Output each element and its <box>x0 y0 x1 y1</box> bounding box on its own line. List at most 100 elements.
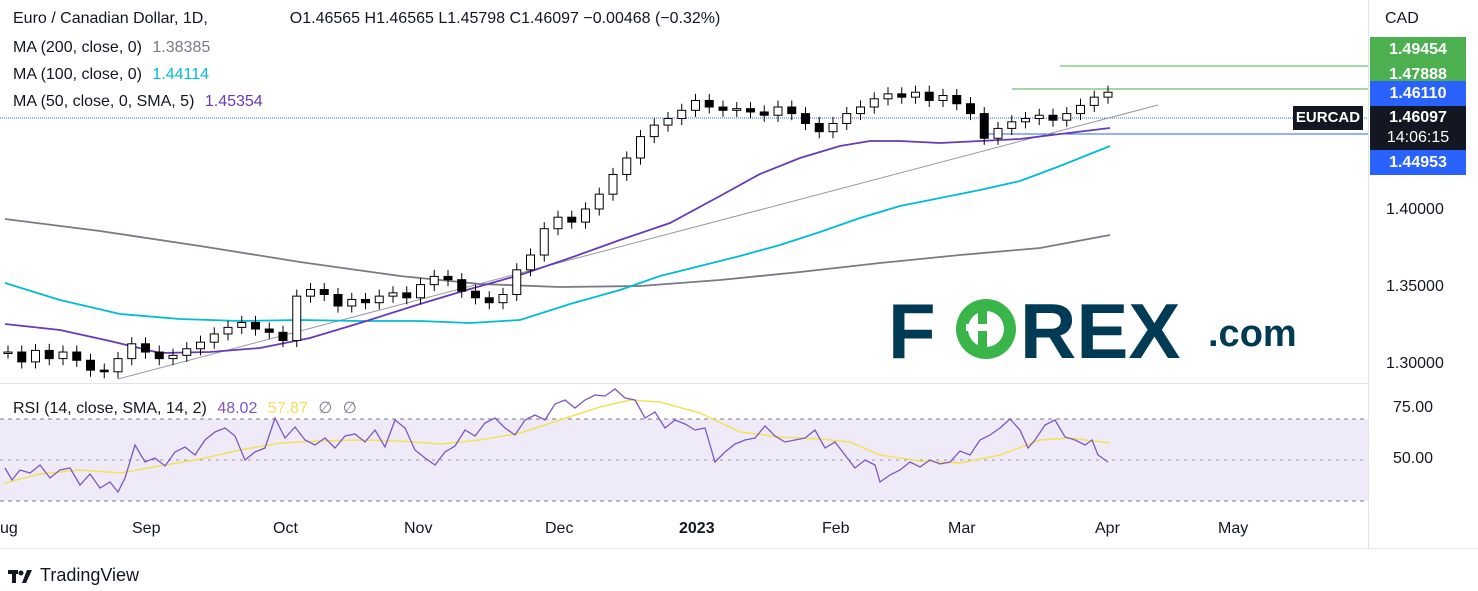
candle-bear[interactable] <box>746 108 755 113</box>
candle-bear[interactable] <box>966 103 975 115</box>
trendline[interactable] <box>117 104 1159 380</box>
candle-bull[interactable] <box>1034 114 1044 120</box>
candle-bear[interactable] <box>814 122 824 133</box>
candle-bull[interactable] <box>388 292 398 297</box>
candle-bull[interactable] <box>416 284 425 299</box>
candle-bear[interactable] <box>471 290 480 299</box>
candle-bear[interactable] <box>44 349 54 360</box>
candle-bull[interactable] <box>856 106 865 115</box>
candle-bear[interactable] <box>86 359 95 371</box>
candle-bear[interactable] <box>567 216 577 223</box>
brand-name: TradingView <box>40 565 140 585</box>
svg-text:REX: REX <box>1020 287 1180 375</box>
candle-bear[interactable] <box>361 298 370 304</box>
candle-bull[interactable] <box>581 208 590 223</box>
candle-bear[interactable] <box>402 292 412 299</box>
candle-bull[interactable] <box>512 269 522 295</box>
candle-bull[interactable] <box>649 124 659 138</box>
candle-bull[interactable] <box>374 295 384 304</box>
ma200-legend[interactable]: MA (200, close, 0) 1.38385 <box>13 39 216 57</box>
ma50-value: 1.45354 <box>204 93 263 110</box>
candle-bear[interactable] <box>141 343 150 353</box>
candle-bear[interactable] <box>17 351 27 363</box>
candle-bear[interactable] <box>72 351 82 361</box>
candle-bull[interactable] <box>869 98 879 108</box>
candle-bull[interactable] <box>608 173 618 195</box>
candle-bull[interactable] <box>911 91 920 98</box>
current-price-tag: 1.46097 14:06:15 <box>1370 106 1466 150</box>
candle-bull[interactable] <box>622 157 632 175</box>
candle-bull[interactable] <box>526 254 535 271</box>
candle-bull[interactable] <box>732 108 742 111</box>
ma100-legend[interactable]: MA (100, close, 0) 1.44114 <box>13 66 215 84</box>
candle-bull[interactable] <box>347 298 357 307</box>
candle-bear[interactable] <box>251 321 260 330</box>
candle-bull[interactable] <box>1089 96 1099 106</box>
candle-bull[interactable] <box>292 295 302 342</box>
candle-bull[interactable] <box>58 351 68 360</box>
candle-bull[interactable] <box>663 118 673 126</box>
ma100-value: 1.44114 <box>152 66 210 83</box>
candle-bear[interactable] <box>759 111 769 116</box>
time-label: Oct <box>273 520 298 537</box>
candle-bear[interactable] <box>787 106 797 115</box>
forex-logo-graphic: F REX .com <box>888 287 1297 375</box>
ohlc-readout: O1.46565 H1.46565 L1.45798 C1.46097 −0.0… <box>289 10 721 27</box>
candle-bear[interactable] <box>704 99 714 108</box>
candle-bear[interactable] <box>99 369 109 373</box>
candle-bull[interactable] <box>1103 91 1113 98</box>
candle-bull[interactable] <box>1007 121 1017 129</box>
candle-bear[interactable] <box>484 297 494 304</box>
candle-bull[interactable] <box>636 136 645 159</box>
candle-bull[interactable] <box>842 113 852 124</box>
candle-bull[interactable] <box>938 95 948 101</box>
candle-bear[interactable] <box>979 113 989 139</box>
ma50-legend[interactable]: MA (50, close, 0, SMA, 5) 1.45354 <box>13 93 269 111</box>
candle-bull[interactable] <box>31 349 40 363</box>
candle-bull[interactable] <box>196 341 205 350</box>
candle-bear[interactable] <box>457 279 467 292</box>
candle-bull[interactable] <box>828 122 838 133</box>
candle-bull[interactable] <box>773 106 783 116</box>
candlestick-series[interactable] <box>3 85 1113 379</box>
candle-bull[interactable] <box>1021 118 1030 123</box>
candle-bear[interactable] <box>443 275 453 281</box>
candle-bull[interactable] <box>3 351 13 355</box>
candle-bull[interactable] <box>993 127 1003 139</box>
candle-bear[interactable] <box>952 95 962 105</box>
candle-bull[interactable] <box>127 343 137 360</box>
candle-bull[interactable] <box>539 228 549 256</box>
candle-bear[interactable] <box>154 351 164 360</box>
candle-bear[interactable] <box>897 93 907 98</box>
candle-bear[interactable] <box>333 293 343 307</box>
candle-bull[interactable] <box>237 321 247 328</box>
candle-bull[interactable] <box>691 99 700 111</box>
tradingview-footer[interactable]: TradingView <box>8 565 139 586</box>
candle-bear[interactable] <box>718 106 728 111</box>
candle-bull[interactable] <box>182 348 192 356</box>
current-price: 1.46097 <box>1389 109 1447 126</box>
candle-bear[interactable] <box>319 289 329 295</box>
candle-bear[interactable] <box>1048 114 1058 121</box>
candle-bull[interactable] <box>1076 104 1085 115</box>
candle-bull[interactable] <box>113 358 123 373</box>
symbol-title[interactable]: Euro / Canadian Dollar, 1D, <box>13 10 208 27</box>
candle-bear[interactable] <box>801 113 810 124</box>
candle-bear[interactable] <box>924 91 934 101</box>
candle-bull[interactable] <box>168 354 178 360</box>
rsi-legend[interactable]: RSI (14, close, SMA, 14, 2) 48.02 57.87 … <box>13 398 363 418</box>
candle-bear[interactable] <box>278 331 288 342</box>
candle-bull[interactable] <box>306 289 315 297</box>
candle-bull[interactable] <box>1062 113 1072 121</box>
currency-label: CAD <box>1385 10 1419 27</box>
candle-bull[interactable] <box>883 93 893 100</box>
candle-bear[interactable] <box>264 328 274 333</box>
candle-bull[interactable] <box>594 193 604 210</box>
candle-bull[interactable] <box>553 216 563 230</box>
candle-bull[interactable] <box>209 333 219 343</box>
candle-bull[interactable] <box>677 109 687 120</box>
candle-bull[interactable] <box>498 293 508 304</box>
candle-bull[interactable] <box>223 326 233 335</box>
candle-bull[interactable] <box>429 275 439 286</box>
